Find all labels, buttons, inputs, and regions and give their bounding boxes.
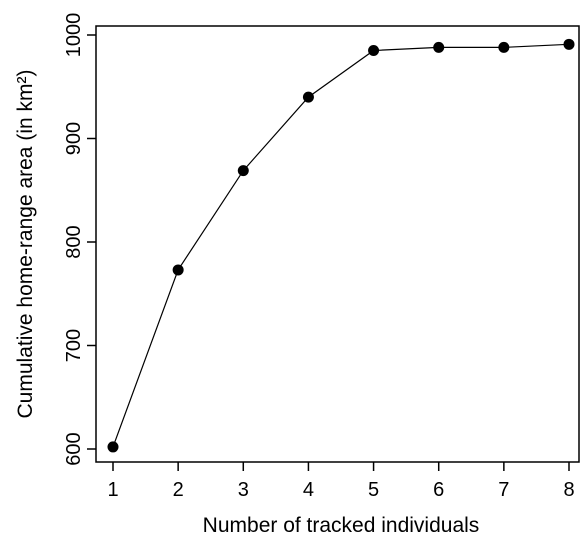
x-tick-label: 7 [498,479,509,501]
data-point [172,264,184,276]
data-point [563,38,575,50]
data-point [237,165,249,177]
y-axis-title: Cumulative home-range area (in km²) [14,70,37,419]
x-tick-label: 1 [107,479,118,501]
data-point [498,41,510,53]
x-tick-label: 8 [563,479,574,501]
data-point [368,45,380,57]
y-tick-label: 600 [63,432,85,465]
y-tick-label: 1000 [63,13,85,58]
y-tick-label: 700 [63,329,85,362]
x-tick-label: 6 [433,479,444,501]
x-tick-label: 2 [173,479,184,501]
plot-frame [95,25,580,463]
data-point [433,41,445,53]
x-tick-label: 3 [238,479,249,501]
y-axis: 600 700 800 900 1000 [63,13,96,466]
y-tick-label: 900 [63,122,85,155]
x-tick-label: 5 [368,479,379,501]
x-axis-title: Number of tracked individuals [203,514,480,537]
series-line [112,43,570,448]
data-point [107,441,119,453]
series-group [107,38,575,453]
x-tick-label: 4 [303,479,314,501]
data-point [302,91,314,103]
x-axis: 1 2 3 4 5 6 7 8 [107,462,575,501]
y-tick-label: 800 [63,225,85,258]
